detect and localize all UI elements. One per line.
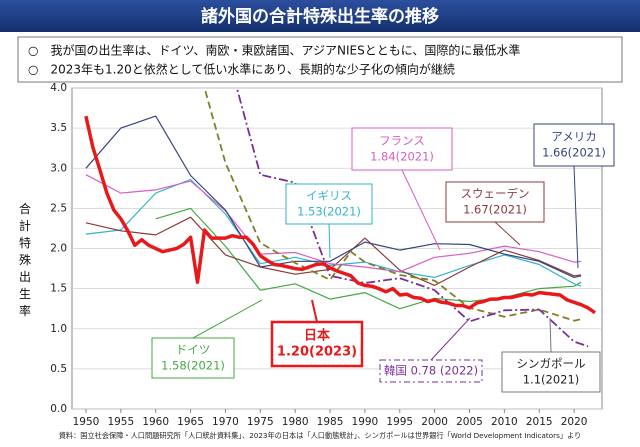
- callout-text: 日本: [304, 328, 330, 344]
- callout-line: [311, 299, 318, 323]
- x-tick-label: 1990: [352, 416, 379, 428]
- x-tick-label: 1960: [142, 416, 169, 428]
- y-tick-label: 4.0: [50, 82, 67, 94]
- x-tick-label: 1975: [247, 416, 274, 428]
- series-line: [85, 174, 582, 273]
- callout-box: [445, 181, 545, 223]
- y-tick-label: 0.0: [50, 403, 67, 415]
- callout-text: ドイツ: [176, 343, 211, 357]
- title-banner: [0, 0, 640, 32]
- y-tick-label: 1.5: [50, 283, 67, 295]
- bullet: ○ 2023年も1.20と依然として低い水準にあり、長期的な少子化の傾向が継続: [28, 62, 455, 77]
- callout-line: [328, 223, 331, 259]
- x-tick-label: 2000: [421, 416, 448, 428]
- source-note: 資料：国立社会保障・人口問題研究所「人口統計資料集」、2023年の日本は「人口動…: [59, 431, 582, 440]
- series-line: [203, 88, 582, 322]
- y-tick-label: 3.0: [50, 162, 67, 174]
- callout-line: [430, 317, 471, 361]
- x-tick-label: 1970: [212, 416, 239, 428]
- series-line: [85, 115, 582, 278]
- y-tick-label: 1.0: [50, 323, 67, 335]
- callout-line: [494, 221, 521, 246]
- series-line: [235, 88, 589, 348]
- callout-line: [573, 165, 579, 269]
- callout-box: [151, 337, 235, 379]
- callout-line: [192, 299, 263, 339]
- y-tick-label: 3.5: [50, 122, 67, 134]
- callout-text: 1.84(2021): [370, 150, 434, 164]
- chart-title: 諸外国の合計特殊出生率の推移: [201, 6, 439, 27]
- x-tick-label: 2015: [526, 416, 553, 428]
- callout-line: [401, 169, 441, 251]
- bullet-box: [17, 36, 623, 83]
- x-tick-label: 1955: [107, 416, 134, 428]
- series-line: [155, 207, 582, 310]
- annotations: ドイツ 1.58(2021) イギリス 1.53(2021) スウェーデン 1.67(20…: [151, 123, 615, 393]
- callout-text: シンガポール: [517, 357, 586, 371]
- series-line: [85, 216, 582, 286]
- callout-box: [379, 359, 483, 383]
- callout-text: 1.67(2021): [463, 203, 527, 217]
- y-tick-label: 0.5: [50, 363, 67, 375]
- callout-text: イギリス: [306, 189, 352, 203]
- callout-text: 1.20(2023): [277, 345, 357, 360]
- x-tick-label: 1980: [282, 416, 309, 428]
- x-tick-label: 1985: [317, 416, 344, 428]
- x-tick-label: 1965: [177, 416, 204, 428]
- series-line: [85, 178, 582, 287]
- x-tick-label: 2010: [491, 416, 518, 428]
- callout-box: [285, 183, 373, 225]
- callout-box: [501, 351, 601, 393]
- series-line: [84, 115, 596, 315]
- callout-text: スウェーデン: [461, 187, 530, 201]
- callout-box: [533, 123, 615, 167]
- bullet: ○ 我が国の出生率は、ドイツ、南欧・東欧諸国、アジアNIESとともに、国際的に最…: [28, 43, 520, 58]
- callout-text: 韓国 0.78 (2022): [384, 364, 478, 378]
- y-axis-title: 合計特殊出生率: [19, 201, 31, 318]
- series-lines: [84, 88, 596, 348]
- callout-text: 1.53(2021): [297, 205, 361, 219]
- x-tick-label: 1995: [386, 416, 413, 428]
- x-tick-label: 1950: [73, 416, 100, 428]
- callout-text: 1.1(2021): [523, 373, 580, 387]
- callout-line: [549, 317, 552, 353]
- y-axis-label: 合計特殊出生率: [19, 201, 31, 318]
- callout-text: フランス: [379, 134, 425, 148]
- y-tick-label: 2.5: [50, 202, 67, 214]
- y-tick-label: 2.0: [50, 243, 67, 255]
- callout-text: 1.66(2021): [542, 146, 606, 160]
- x-tick-label: 2005: [456, 416, 483, 428]
- x-tick-label: 2020: [561, 416, 588, 428]
- callout-box: [351, 127, 453, 171]
- callout-box: [270, 320, 364, 368]
- callout-text: 1.58(2021): [161, 359, 225, 373]
- callout-text: アメリカ: [551, 130, 596, 144]
